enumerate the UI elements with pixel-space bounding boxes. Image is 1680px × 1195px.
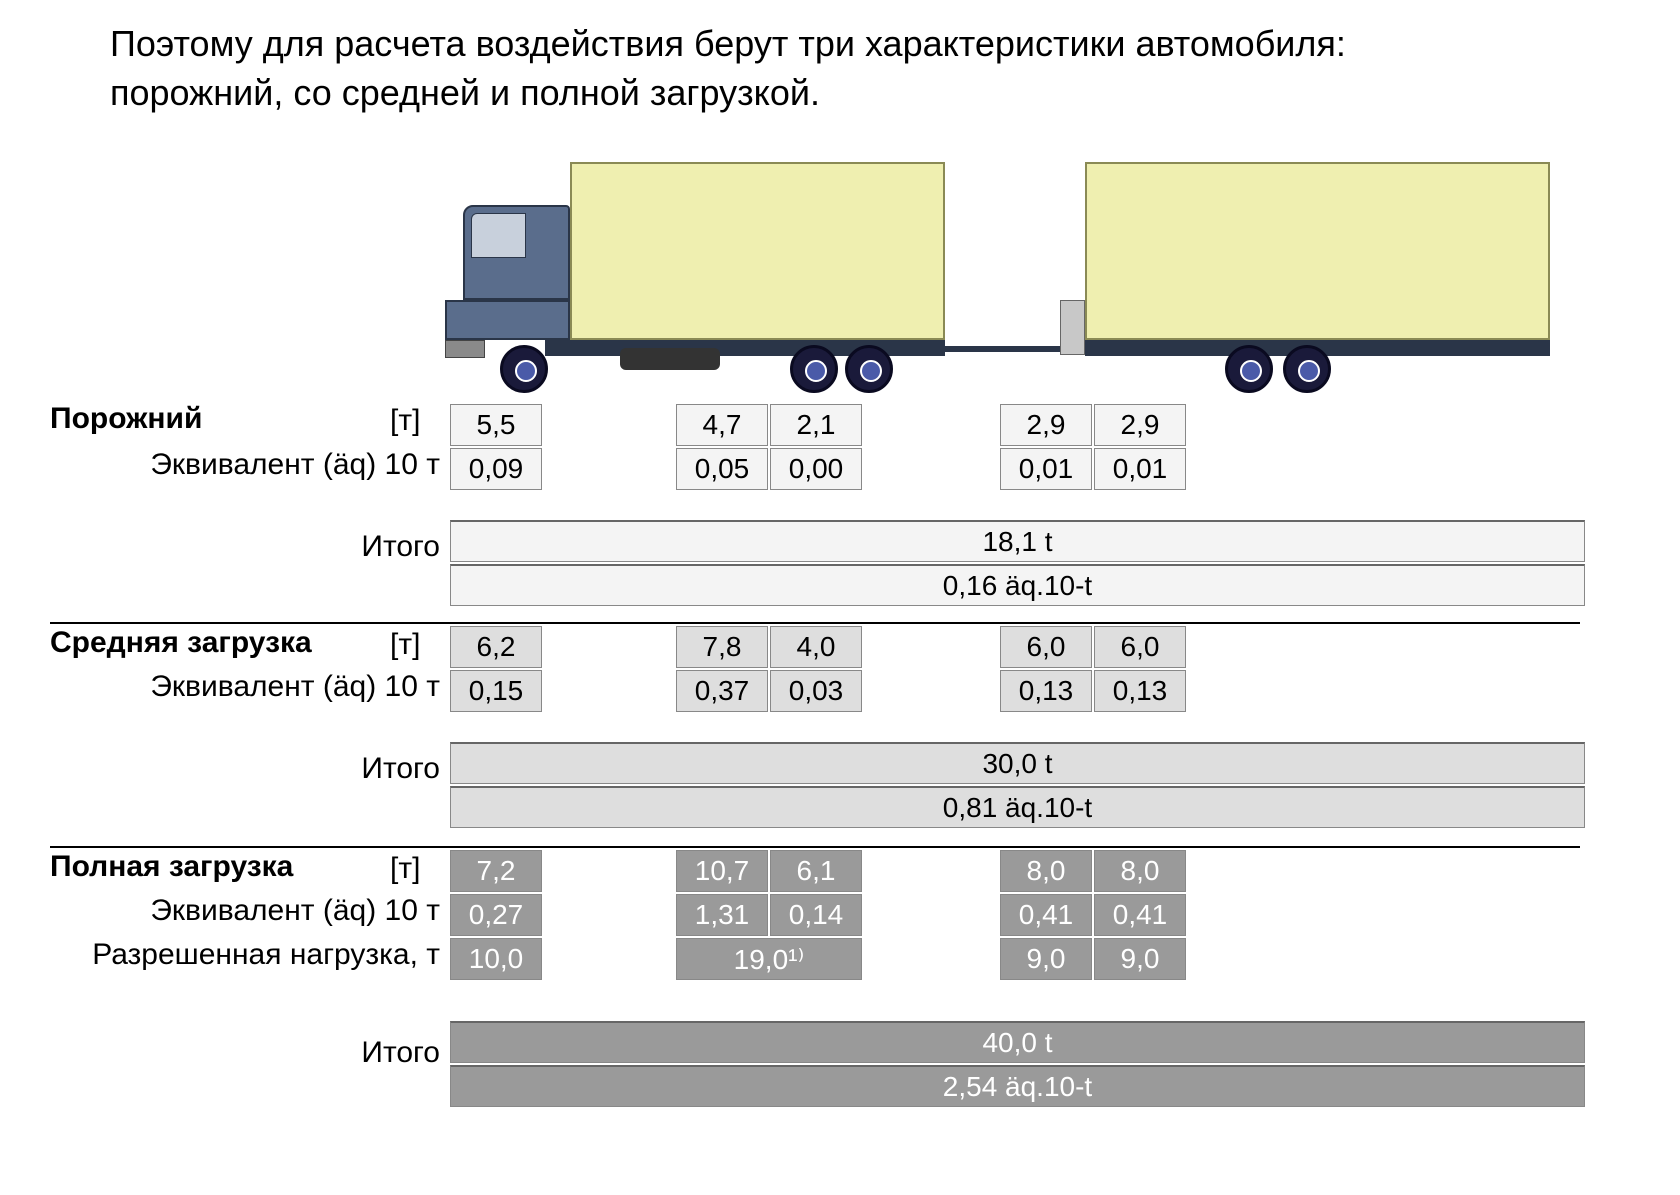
full-t-a1: 7,2 — [450, 850, 542, 892]
unit-label: [т] — [390, 404, 420, 438]
medium-t-a4: 6,0 — [1000, 626, 1092, 668]
section-empty: Порожний [т] Эквивалент (äq) 10 т Итого … — [50, 400, 1630, 620]
wheel-icon — [500, 345, 548, 393]
full-eq-a5: 0,41 — [1094, 894, 1186, 936]
empty-eq-a4: 0,01 — [1000, 448, 1092, 490]
wheel-icon — [845, 345, 893, 393]
wheel-icon — [1283, 345, 1331, 393]
wheel-icon — [1225, 345, 1273, 393]
truck-box — [570, 162, 945, 340]
empty-t-a1: 5,5 — [450, 404, 542, 446]
total-label: Итого — [361, 752, 440, 786]
empty-t-a3: 2,1 — [770, 404, 862, 446]
unit-label: [т] — [390, 628, 420, 662]
medium-eq-a5: 0,13 — [1094, 670, 1186, 712]
empty-t-a5: 2,9 — [1094, 404, 1186, 446]
section-title-medium: Средняя загрузка — [50, 626, 312, 660]
empty-t-a2: 4,7 — [676, 404, 768, 446]
full-eq-a2: 1,31 — [676, 894, 768, 936]
empty-eq-a3: 0,00 — [770, 448, 862, 490]
medium-total-t: 30,0 t — [450, 742, 1585, 784]
section-medium: Средняя загрузка [т] Эквивалент (äq) 10 … — [50, 622, 1630, 842]
wheel-icon — [790, 345, 838, 393]
medium-t-a2: 7,8 — [676, 626, 768, 668]
medium-eq-a2: 0,37 — [676, 670, 768, 712]
equiv-label: Эквивалент (äq) 10 т — [150, 448, 440, 482]
allowed-label: Разрешенная нагрузка, т — [92, 938, 440, 972]
full-eq-a4: 0,41 — [1000, 894, 1092, 936]
medium-eq-a3: 0,03 — [770, 670, 862, 712]
section-title-full: Полная загрузка — [50, 850, 293, 884]
truck-diagram — [445, 150, 1565, 390]
empty-total-t: 18,1 t — [450, 520, 1585, 562]
trailer-box — [1085, 162, 1550, 340]
full-eq-a3: 0,14 — [770, 894, 862, 936]
full-t-a4: 8,0 — [1000, 850, 1092, 892]
empty-t-a4: 2,9 — [1000, 404, 1092, 446]
full-eq-a1: 0,27 — [450, 894, 542, 936]
intro-line1: Поэтому для расчета воздействия берут тр… — [110, 23, 1346, 64]
full-t-a5: 8,0 — [1094, 850, 1186, 892]
section-title-empty: Порожний — [50, 402, 202, 436]
medium-eq-a4: 0,13 — [1000, 670, 1092, 712]
full-al-a1: 10,0 — [450, 938, 542, 980]
equiv-label: Эквивалент (äq) 10 т — [150, 894, 440, 928]
medium-t-a1: 6,2 — [450, 626, 542, 668]
total-label: Итого — [361, 530, 440, 564]
empty-eq-a1: 0,09 — [450, 448, 542, 490]
full-al-a23: 19,0¹⁾ — [676, 938, 862, 980]
medium-eq-a1: 0,15 — [450, 670, 542, 712]
full-t-a2: 10,7 — [676, 850, 768, 892]
intro-line2: порожний, со средней и полной загрузкой. — [110, 72, 820, 113]
equiv-label: Эквивалент (äq) 10 т — [150, 670, 440, 704]
truck-cab — [445, 205, 570, 355]
empty-total-eq: 0,16 äq.10-t — [450, 564, 1585, 606]
medium-t-a5: 6,0 — [1094, 626, 1186, 668]
intro-text: Поэтому для расчета воздействия берут тр… — [110, 20, 1510, 117]
section-full: Полная загрузка [т] Эквивалент (äq) 10 т… — [50, 846, 1630, 1156]
medium-t-a3: 4,0 — [770, 626, 862, 668]
full-total-eq: 2,54 äq.10-t — [450, 1065, 1585, 1107]
empty-eq-a5: 0,01 — [1094, 448, 1186, 490]
full-t-a3: 6,1 — [770, 850, 862, 892]
full-al-a5: 9,0 — [1094, 938, 1186, 980]
total-label: Итого — [361, 1036, 440, 1070]
full-al-a4: 9,0 — [1000, 938, 1092, 980]
empty-eq-a2: 0,05 — [676, 448, 768, 490]
medium-total-eq: 0,81 äq.10-t — [450, 786, 1585, 828]
unit-label: [т] — [390, 852, 420, 886]
full-total-t: 40,0 t — [450, 1021, 1585, 1063]
